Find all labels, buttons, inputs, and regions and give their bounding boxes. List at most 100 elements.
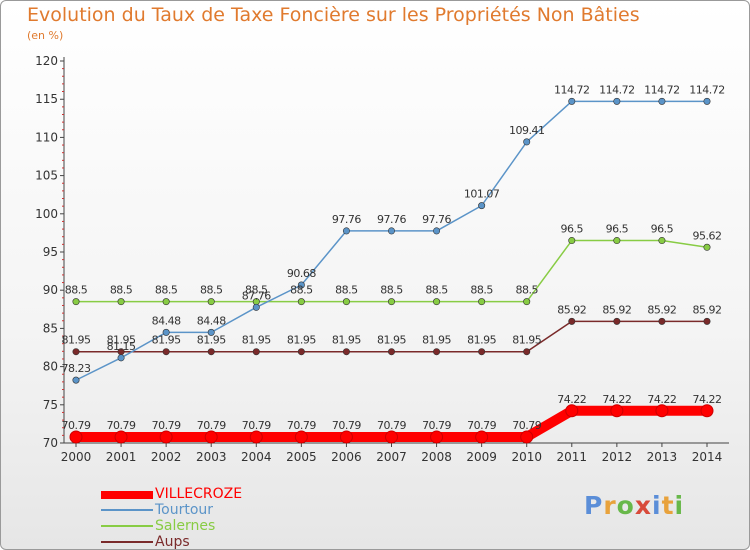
- data-point-villecroze: [565, 404, 579, 418]
- data-label-villecroze: 70.79: [467, 419, 496, 432]
- data-point-aups: [252, 348, 260, 356]
- x-tick-label: 2004: [241, 450, 272, 464]
- data-point-tourtour: [207, 328, 215, 336]
- data-label-salernes: 88.5: [245, 284, 268, 297]
- data-label-tourtour: 114.72: [644, 83, 680, 96]
- x-tick-label: 2014: [692, 450, 723, 464]
- data-label-tourtour: 97.76: [377, 213, 406, 226]
- data-point-tourtour: [72, 376, 80, 384]
- y-tick-label: 75: [43, 398, 58, 412]
- data-label-villecroze: 70.79: [377, 419, 406, 432]
- data-label-salernes: 88.5: [425, 284, 448, 297]
- data-point-tourtour: [613, 97, 621, 105]
- data-label-salernes: 88.5: [200, 284, 223, 297]
- legend-swatch-aups: [101, 541, 153, 543]
- data-label-aups: 81.95: [107, 334, 136, 347]
- data-point-salernes: [117, 298, 125, 306]
- data-point-salernes: [342, 298, 350, 306]
- logo-letter: P: [584, 491, 604, 520]
- data-point-tourtour: [523, 138, 531, 146]
- data-point-tourtour: [568, 97, 576, 105]
- data-point-aups: [387, 348, 395, 356]
- data-label-tourtour: 78.23: [62, 362, 91, 375]
- data-point-aups: [162, 348, 170, 356]
- logo-letter: x: [634, 491, 652, 520]
- x-tick-label: 2011: [557, 450, 588, 464]
- data-label-tourtour: 114.72: [689, 83, 725, 96]
- data-label-villecroze: 70.79: [107, 419, 136, 432]
- y-tick-label: 70: [43, 436, 58, 450]
- legend-swatch-tourtour: [101, 509, 153, 511]
- data-label-aups: 81.95: [377, 334, 406, 347]
- logo-letter: o: [616, 491, 635, 520]
- x-tick-label: 2002: [151, 450, 182, 464]
- data-label-aups: 81.95: [467, 334, 496, 347]
- data-label-aups: 81.95: [242, 334, 271, 347]
- chart-title: Evolution du Taux de Taxe Foncière sur l…: [27, 4, 640, 26]
- data-label-aups: 81.95: [62, 334, 91, 347]
- data-label-villecroze: 74.22: [557, 393, 586, 406]
- data-point-villecroze: [249, 430, 263, 444]
- x-tick-label: 2000: [61, 450, 92, 464]
- data-point-tourtour: [433, 227, 441, 235]
- data-label-aups: 81.95: [512, 334, 541, 347]
- data-label-aups: 85.92: [693, 303, 722, 316]
- data-point-villecroze: [204, 430, 218, 444]
- logo-letter: i: [674, 491, 685, 520]
- data-label-tourtour: 81.15: [107, 340, 136, 353]
- data-point-villecroze: [430, 430, 444, 444]
- data-point-salernes: [658, 237, 666, 245]
- data-point-tourtour: [658, 97, 666, 105]
- data-label-salernes: 95.62: [693, 229, 722, 242]
- data-point-tourtour: [342, 227, 350, 235]
- data-point-salernes: [523, 298, 531, 306]
- data-label-villecroze: 70.79: [332, 419, 361, 432]
- data-point-salernes: [568, 237, 576, 245]
- data-label-villecroze: 70.79: [242, 419, 271, 432]
- x-tick-label: 2010: [511, 450, 542, 464]
- data-label-villecroze: 74.22: [647, 393, 676, 406]
- data-point-salernes: [207, 298, 215, 306]
- data-label-villecroze: 70.79: [422, 419, 451, 432]
- data-point-tourtour: [703, 97, 711, 105]
- data-point-tourtour: [252, 303, 260, 311]
- data-point-salernes: [162, 298, 170, 306]
- data-point-villecroze: [655, 404, 669, 418]
- data-label-aups: 81.95: [332, 334, 361, 347]
- data-point-aups: [433, 348, 441, 356]
- data-point-salernes: [433, 298, 441, 306]
- x-tick-label: 2005: [286, 450, 317, 464]
- proxiti-logo[interactable]: Proxiti: [584, 491, 684, 520]
- data-label-aups: 81.95: [422, 334, 451, 347]
- data-label-tourtour: 87.76: [242, 289, 271, 302]
- data-label-tourtour: 84.48: [152, 314, 181, 327]
- data-label-tourtour: 101.07: [464, 188, 500, 201]
- logo-letter: r: [603, 491, 617, 520]
- data-point-tourtour: [478, 202, 486, 210]
- data-label-tourtour: 114.72: [554, 83, 590, 96]
- data-point-salernes: [72, 298, 80, 306]
- data-label-salernes: 88.5: [155, 284, 178, 297]
- data-label-villecroze: 70.79: [287, 419, 316, 432]
- data-point-villecroze: [114, 430, 128, 444]
- data-label-villecroze: 70.79: [62, 419, 91, 432]
- data-label-aups: 81.95: [287, 334, 316, 347]
- y-tick-label: 85: [43, 321, 58, 335]
- data-label-aups: 85.92: [557, 303, 586, 316]
- data-label-aups: 85.92: [602, 303, 631, 316]
- data-label-salernes: 88.5: [110, 284, 133, 297]
- data-label-tourtour: 97.76: [422, 213, 451, 226]
- x-tick-label: 2007: [376, 450, 407, 464]
- legend-label-salernes: Salernes: [155, 518, 216, 534]
- data-point-aups: [72, 348, 80, 356]
- data-label-villecroze: 70.79: [512, 419, 541, 432]
- data-point-aups: [658, 317, 666, 325]
- data-point-tourtour: [162, 328, 170, 336]
- data-label-salernes: 88.5: [335, 284, 358, 297]
- data-point-salernes: [703, 243, 711, 251]
- x-tick-label: 2003: [196, 450, 227, 464]
- y-tick-label: 90: [43, 283, 58, 297]
- x-tick-label: 2013: [647, 450, 678, 464]
- data-point-villecroze: [475, 430, 489, 444]
